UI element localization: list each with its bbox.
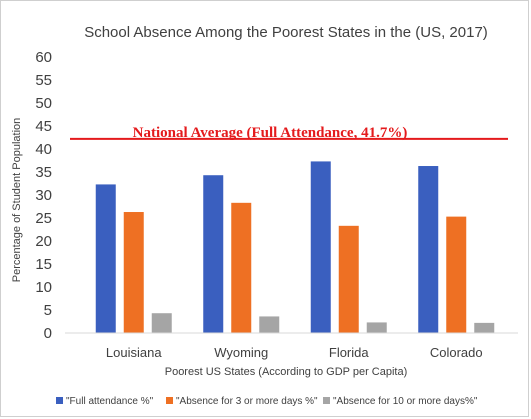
legend-swatch-3 xyxy=(323,397,330,404)
legend-swatch-2 xyxy=(166,397,173,404)
legend-swatch-1 xyxy=(56,397,63,404)
legend-label-1: "Full attendance %" xyxy=(66,396,154,407)
bars xyxy=(95,161,495,333)
category-label-florida: Florida xyxy=(329,345,370,360)
bar-wyoming-series-2 xyxy=(231,202,252,333)
legend-label-3: "Absence for 10 or more days%" xyxy=(333,396,478,407)
legend: "Full attendance %" "Absence for 3 or mor… xyxy=(56,396,478,407)
bar-louisiana-series-2 xyxy=(123,212,144,333)
bar-florida-series-2 xyxy=(338,225,359,333)
y-tick-label: 50 xyxy=(35,95,52,112)
category-label-wyoming: Wyoming xyxy=(214,345,268,360)
y-tick-label: 35 xyxy=(35,164,52,181)
bar-louisiana-series-1 xyxy=(95,184,116,333)
y-tick-label: 25 xyxy=(35,210,52,227)
y-tick-label: 30 xyxy=(35,187,52,204)
category-label-colorado: Colorado xyxy=(430,345,483,360)
y-tick-label: 45 xyxy=(35,118,52,135)
bar-wyoming-series-1 xyxy=(203,175,224,333)
y-tick-label: 15 xyxy=(35,256,52,273)
bar-colorado-series-1 xyxy=(418,166,439,333)
y-tick-label: 5 xyxy=(44,302,52,319)
bar-colorado-series-2 xyxy=(446,216,467,333)
y-tick-label: 40 xyxy=(35,141,52,158)
bar-wyoming-series-3 xyxy=(259,316,280,333)
y-tick-label: 55 xyxy=(35,72,52,89)
bar-florida-series-3 xyxy=(366,322,387,333)
x-axis-label: Poorest US States (According to GDP per … xyxy=(165,366,408,378)
category-label-louisiana: Louisiana xyxy=(106,345,162,360)
y-tick-label: 0 xyxy=(44,325,52,342)
bar-louisiana-series-3 xyxy=(151,313,172,333)
y-tick-label: 60 xyxy=(35,49,52,66)
y-axis-ticks: 0 5 10 15 20 25 30 35 40 45 50 55 60 xyxy=(35,49,52,342)
y-tick-label: 10 xyxy=(35,279,52,296)
bar-florida-series-1 xyxy=(310,161,331,333)
national-average-label: National Average (Full Attendance, 41.7%… xyxy=(133,125,408,141)
x-axis-categories: Louisiana Wyoming Florida Colorado xyxy=(106,345,483,360)
y-tick-label: 20 xyxy=(35,233,52,250)
legend-label-2: "Absence for 3 or more days %" xyxy=(176,396,318,407)
bar-colorado-series-3 xyxy=(474,322,495,333)
chart-title: School Absence Among the Poorest States … xyxy=(84,24,488,41)
y-axis-label: Percentage of Student Population xyxy=(11,118,23,283)
